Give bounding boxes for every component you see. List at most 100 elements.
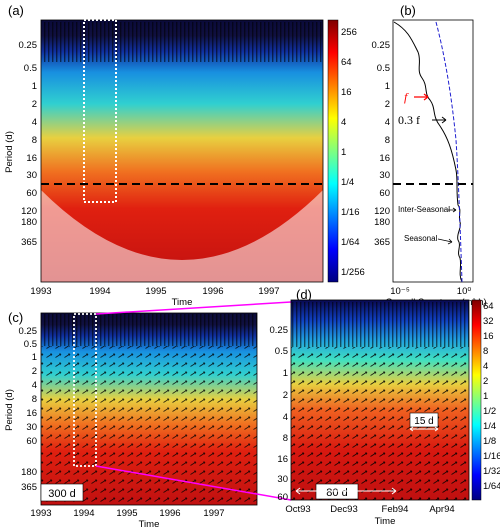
a-ytick-5: 8 bbox=[32, 135, 37, 146]
a-xtick-1: 1994 bbox=[89, 286, 110, 297]
d-cb-3: 8 bbox=[483, 346, 488, 357]
c-xtick-2: 1995 bbox=[116, 508, 137, 519]
a-cb-8: 1/256 bbox=[341, 267, 365, 278]
panel-a-colorbar-ticks: 256 64 16 4 1 1/4 1/16 1/64 1/256 bbox=[341, 27, 365, 278]
a-xtick-2: 1995 bbox=[145, 286, 166, 297]
d-ytick-3: 2 bbox=[283, 390, 288, 401]
b-ytick-2: 1 bbox=[385, 81, 390, 92]
panel-b-inter-seasonal-label: Inter-Seasonal bbox=[398, 205, 450, 214]
panel-d-y-ticks: 0.25 0.5 1 2 4 8 16 30 60 bbox=[270, 325, 289, 503]
panel-a-label: (a) bbox=[8, 3, 24, 18]
panel-d-15d-arrow bbox=[409, 426, 439, 432]
a-ytick-1: 0.5 bbox=[24, 63, 37, 74]
panel-d-colorbar bbox=[471, 299, 482, 501]
b-ytick-7: 30 bbox=[379, 170, 390, 181]
d-ytick-5: 8 bbox=[283, 433, 288, 444]
a-cb-2: 16 bbox=[341, 87, 352, 98]
panel-c-x-label: Time bbox=[139, 519, 160, 530]
panel-d-x-ticks: Oct93 Dec93 Feb94 Apr94 bbox=[285, 504, 454, 515]
a-xtick-4: 1997 bbox=[258, 286, 279, 297]
panel-c-striped-band bbox=[41, 314, 257, 346]
d-ytick-1: 0.5 bbox=[275, 346, 288, 357]
d-cb-2: 16 bbox=[483, 331, 494, 342]
a-cb-0: 256 bbox=[341, 27, 357, 38]
panel-a-striped-band bbox=[41, 22, 323, 62]
b-ytick-11: 365 bbox=[374, 237, 390, 248]
a-ytick-4: 4 bbox=[32, 117, 37, 128]
d-ytick-0: 0.25 bbox=[270, 325, 289, 336]
c-xtick-0: 1993 bbox=[30, 508, 51, 519]
d-ytick-2: 1 bbox=[283, 368, 288, 379]
panel-d-80d-label: 80 d bbox=[326, 487, 347, 499]
d-ytick-4: 4 bbox=[283, 412, 288, 423]
panel-b-f-arrow bbox=[414, 93, 429, 101]
panel-c-phase-arrows bbox=[41, 346, 257, 505]
d-cb-9: 1/8 bbox=[483, 436, 496, 447]
panel-a-frame bbox=[40, 19, 324, 283]
a-ytick-0: 0.25 bbox=[19, 40, 38, 51]
d-ytick-7: 30 bbox=[277, 474, 288, 485]
panel-d-label: (d) bbox=[296, 287, 312, 302]
panel-b-frame bbox=[392, 19, 474, 283]
panel-c: (c) 300 d 0.25 0.5 1 2 4 8 16 30 60 180 … bbox=[4, 310, 258, 530]
d-cb-1: 32 bbox=[483, 316, 494, 327]
b-ytick-10: 180 bbox=[374, 217, 390, 228]
c-ytick-7: 30 bbox=[26, 422, 37, 433]
panel-a-x-label: Time bbox=[172, 297, 193, 308]
panel-d-15d-box bbox=[409, 412, 439, 428]
panel-d-80d-arrow bbox=[295, 487, 397, 495]
c-ytick-10: 365 bbox=[21, 482, 37, 493]
b-ytick-6: 16 bbox=[379, 153, 390, 164]
d-xtick-1: Dec93 bbox=[330, 504, 357, 515]
a-ytick-8: 60 bbox=[26, 188, 37, 199]
panel-b-f-label: f bbox=[404, 90, 409, 104]
panel-a: (a) 0.25 0.5 1 2 4 8 16 30 60 120 180 36… bbox=[4, 3, 365, 308]
c-ytick-1: 0.5 bbox=[24, 339, 37, 350]
panel-d-15d-label: 15 d bbox=[414, 416, 433, 427]
b-ytick-3: 2 bbox=[385, 99, 390, 110]
a-ytick-9: 120 bbox=[21, 206, 37, 217]
panel-c-frame bbox=[40, 312, 258, 506]
d-cb-8: 1/4 bbox=[483, 421, 496, 432]
a-ytick-3: 2 bbox=[32, 99, 37, 110]
panel-d-frame bbox=[290, 299, 470, 501]
panel-a-y-ticks: 0.25 0.5 1 2 4 8 16 30 60 120 180 365 bbox=[19, 40, 38, 248]
b-ytick-5: 8 bbox=[385, 135, 390, 146]
panel-c-highlight-box bbox=[73, 313, 97, 467]
panel-a-highlight-box bbox=[83, 19, 117, 203]
panel-a-colorbar bbox=[327, 19, 339, 283]
d-xtick-2: Feb94 bbox=[382, 504, 409, 515]
c-ytick-6: 16 bbox=[26, 408, 37, 419]
c-ytick-8: 60 bbox=[26, 436, 37, 447]
c-ytick-2: 1 bbox=[32, 352, 37, 363]
d-cb-12: 1/64 bbox=[483, 481, 500, 492]
panel-b-0.3f-arrow bbox=[432, 116, 447, 124]
a-cb-3: 4 bbox=[341, 117, 346, 128]
c-ytick-0: 0.25 bbox=[19, 326, 38, 337]
panel-b-label: (b) bbox=[400, 3, 416, 18]
panel-d: (d) 15 d 80 d 0.25 0.5 1 2 4 8 16 30 60 … bbox=[270, 287, 500, 527]
d-ytick-6: 16 bbox=[277, 454, 288, 465]
panel-d-phase-arrows bbox=[291, 347, 469, 500]
panel-a-y-label: Period (d) bbox=[4, 131, 15, 173]
panel-b-0.3f-label: 0.3 f bbox=[398, 113, 420, 127]
d-xtick-0: Oct93 bbox=[285, 504, 310, 515]
panel-d-striped-band bbox=[291, 302, 469, 347]
d-ytick-8: 60 bbox=[277, 492, 288, 503]
d-cb-10: 1/16 bbox=[483, 451, 500, 462]
b-ytick-9: 120 bbox=[374, 206, 390, 217]
c-xtick-1: 1994 bbox=[73, 508, 94, 519]
panel-d-colorbar-ticks: 64 32 16 8 4 2 1 1/2 1/4 1/8 1/16 1/32 1… bbox=[483, 301, 500, 492]
c-xtick-4: 1997 bbox=[203, 508, 224, 519]
panel-b-seasonal-label: Seasonal bbox=[404, 234, 438, 243]
c-ytick-5: 8 bbox=[32, 394, 37, 405]
a-ytick-2: 1 bbox=[32, 81, 37, 92]
c-ytick-3: 2 bbox=[32, 366, 37, 377]
panel-a-cone-of-influence bbox=[41, 190, 323, 282]
b-ytick-4: 4 bbox=[385, 117, 390, 128]
a-xtick-0: 1993 bbox=[30, 286, 51, 297]
d-cb-5: 2 bbox=[483, 376, 488, 387]
panel-c-300d-box bbox=[40, 483, 84, 502]
d-cb-11: 1/32 bbox=[483, 466, 500, 477]
d-xtick-3: Apr94 bbox=[429, 504, 454, 515]
